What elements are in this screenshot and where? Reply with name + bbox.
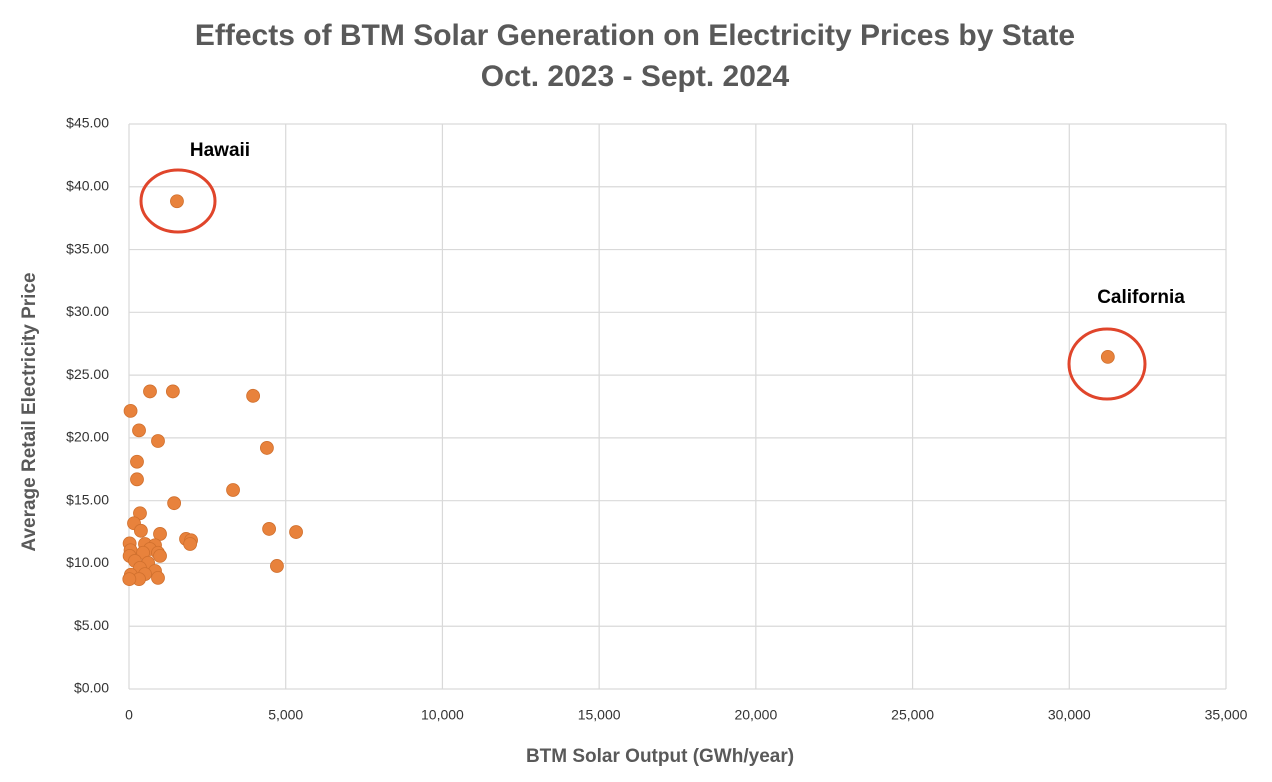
point [183,537,198,551]
annotation: Hawaii [190,140,250,161]
y-tick-label: $35.00 [66,240,109,256]
point [132,423,146,438]
annotation: California [1097,287,1185,308]
highlight-circle [1067,327,1147,401]
y-tick-label: $0.00 [74,680,109,696]
x-tick-label: 0 [125,707,133,723]
point [262,522,277,536]
point [122,572,137,587]
point [133,506,147,521]
y-tick-label: $5.00 [74,617,109,633]
chart-subtitle: Oct. 2023 - Sept. 2024 [481,60,790,93]
point [123,403,138,418]
point [260,441,274,455]
y-tick-label: $20.00 [66,429,109,445]
y-tick-label: $40.00 [66,177,109,193]
x-tick-label: 5,000 [268,707,303,723]
x-tick-label: 15,000 [578,707,621,723]
x-tick-label: 20,000 [734,707,777,723]
point [289,525,303,539]
y-tick-label: $25.00 [66,366,109,382]
x-tick-label: 35,000 [1205,707,1248,723]
x-tick-label: 10,000 [421,707,464,723]
y-tick-label: $10.00 [66,554,109,570]
point [151,570,165,585]
point [226,483,240,497]
point [165,384,180,399]
point [1100,350,1115,364]
point [130,472,144,487]
y-tick-label: $45.00 [66,115,109,131]
plot [122,194,1115,587]
chart-title: Effects of BTM Solar Generation on Elect… [195,19,1075,52]
point [130,454,144,469]
point [153,549,167,563]
y-tick-label: $30.00 [66,303,109,319]
x-tick-label: 30,000 [1048,707,1091,723]
point [151,434,165,448]
point [246,388,261,403]
highlight-circle [139,168,217,234]
point [167,496,182,511]
point [153,527,167,541]
y-tick-label: $15.00 [66,491,109,507]
y-axis-label: Average Retail Electricity Price [19,272,40,551]
point [270,559,284,573]
point [170,194,184,209]
point [134,523,148,538]
point [143,384,157,399]
grid: $0.00 $5.00 $10.00 $15.00 $20.00 $25.00 $30.00… [66,115,1247,723]
x-axis-label: BTM Solar Output (GWh/year) [526,746,794,767]
x-tick-label: 25,000 [891,707,934,723]
